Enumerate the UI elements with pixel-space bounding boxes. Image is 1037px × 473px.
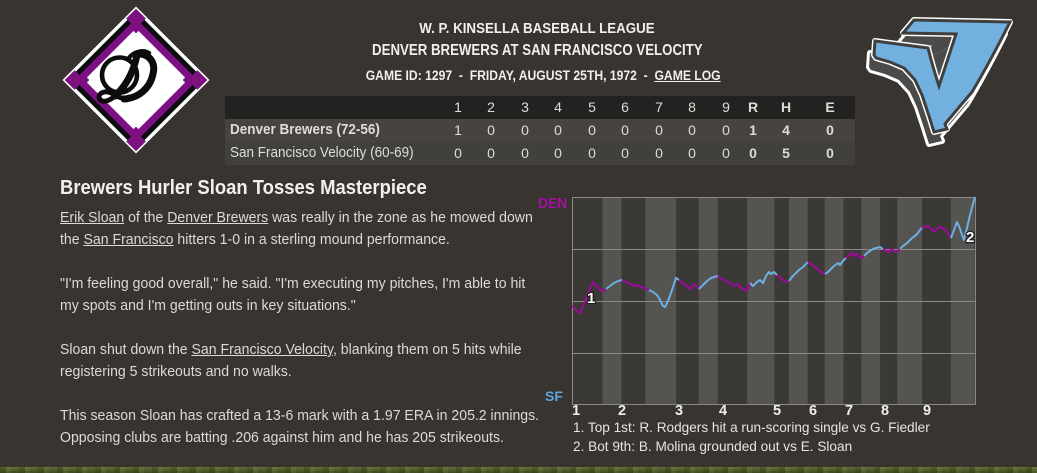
svg-text:2: 2 [966, 229, 974, 246]
svg-text:1: 1 [587, 290, 595, 307]
